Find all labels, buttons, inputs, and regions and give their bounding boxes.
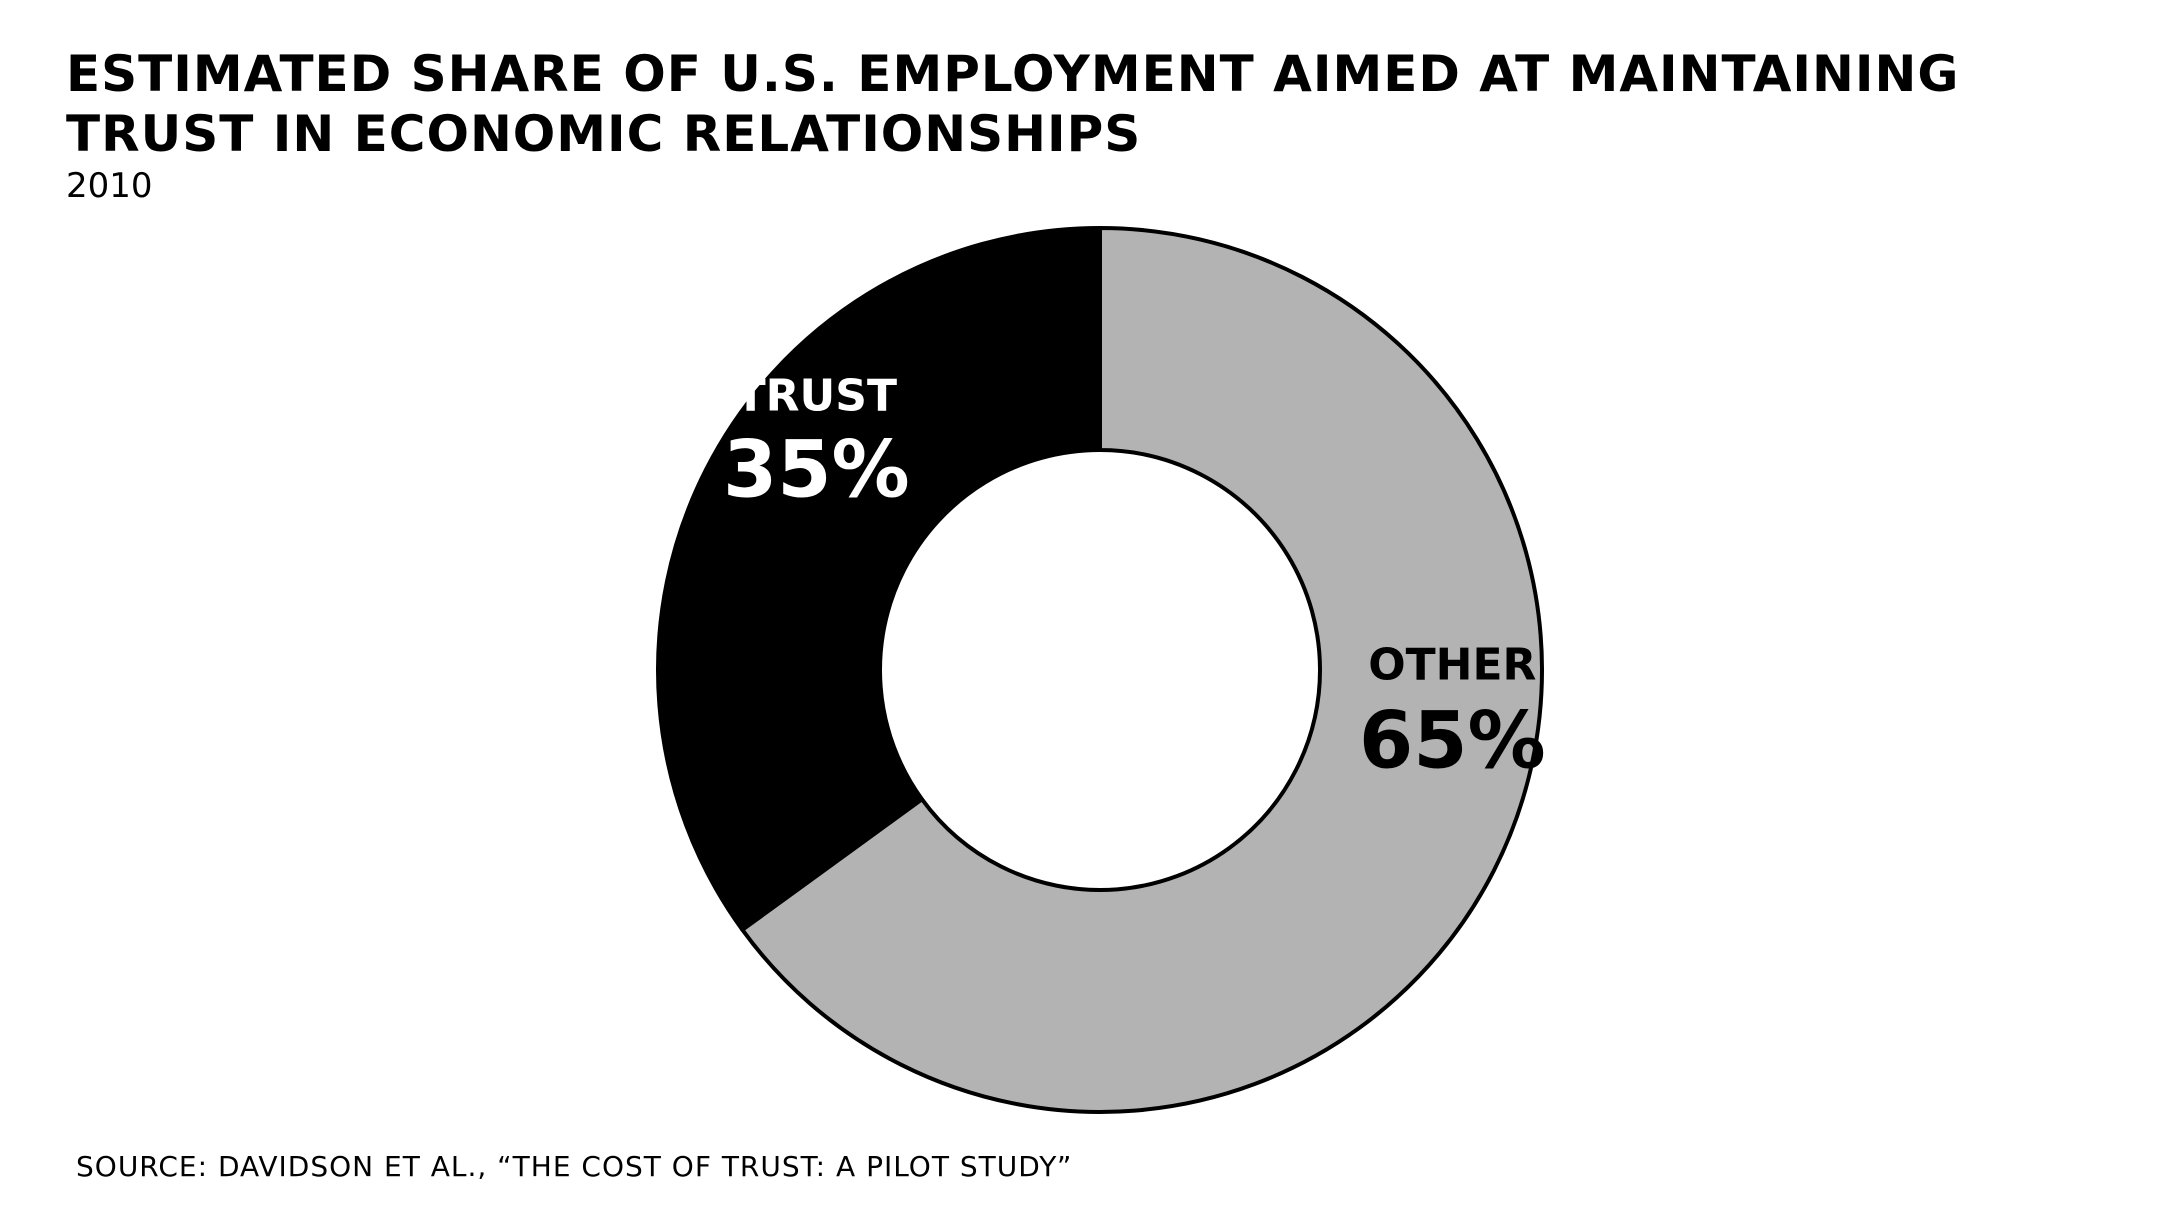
chart-title-line-1: ESTIMATED SHARE OF U.S. EMPLOYMENT AIMED… [66,45,1960,103]
slice-value-trust: 35% [723,425,910,515]
donut-slice-trust [655,226,1102,932]
chart-title: ESTIMATED SHARE OF U.S. EMPLOYMENT AIMED… [66,44,2066,164]
slice-label-other: OTHER [1368,639,1536,690]
chart-subtitle: 2010 [66,166,153,206]
slice-label-trust: TRUST [736,370,897,421]
slice-value-other: 65% [1359,696,1546,786]
chart-title-line-2: TRUST IN ECONOMIC RELATIONSHIPS [66,105,1142,163]
donut-slice-other [740,226,1544,1114]
chart-source: SOURCE: DAVIDSON ET AL., “THE COST OF TR… [76,1150,1073,1183]
